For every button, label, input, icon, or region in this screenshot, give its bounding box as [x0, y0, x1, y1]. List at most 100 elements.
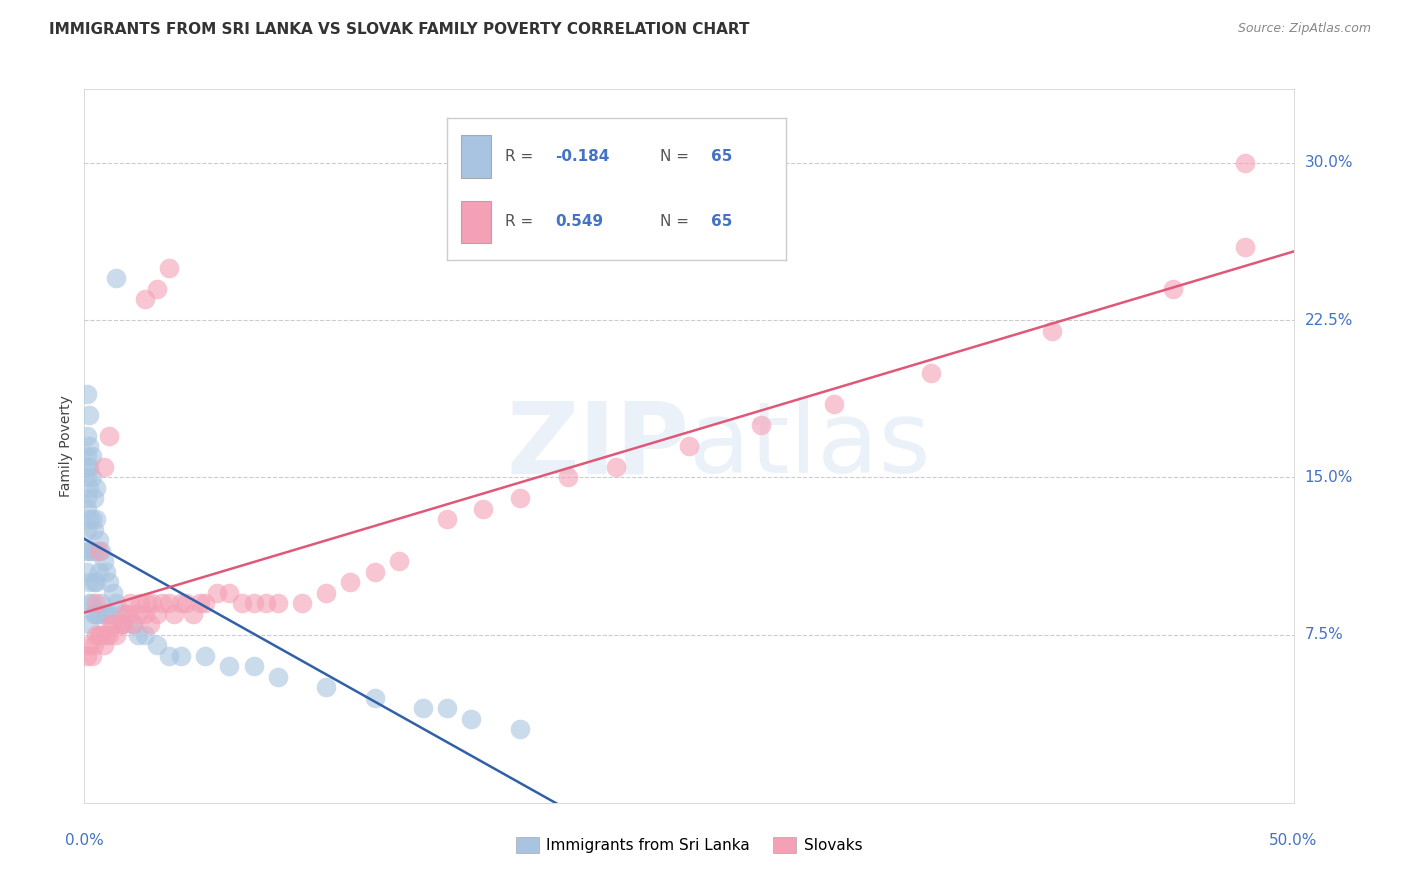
- Point: [97, 607, 120, 621]
- Point: [112, 617, 135, 632]
- Point: [86, 596, 108, 610]
- Point: [90, 628, 112, 642]
- Point: [87, 628, 110, 642]
- Point: [97, 575, 120, 590]
- Point: [194, 648, 217, 663]
- Point: [207, 586, 229, 600]
- Point: [76, 386, 98, 401]
- Point: [76, 470, 98, 484]
- Point: [605, 460, 627, 475]
- Point: [138, 617, 160, 632]
- Point: [80, 512, 103, 526]
- Point: [315, 681, 337, 695]
- Point: [121, 617, 143, 632]
- Point: [412, 701, 434, 715]
- Point: [94, 565, 117, 579]
- Point: [77, 544, 100, 558]
- Point: [87, 565, 110, 579]
- Point: [83, 491, 105, 506]
- Text: 50.0%: 50.0%: [1270, 833, 1317, 848]
- Point: [751, 417, 773, 432]
- Point: [80, 470, 103, 484]
- Point: [1040, 324, 1063, 338]
- Point: [363, 565, 385, 579]
- Point: [77, 481, 100, 495]
- Point: [267, 596, 290, 610]
- Text: 7.5%: 7.5%: [1305, 627, 1343, 642]
- Point: [157, 260, 180, 275]
- Point: [150, 596, 173, 610]
- Point: [77, 617, 100, 632]
- Point: [509, 723, 531, 737]
- Point: [83, 607, 105, 621]
- Point: [157, 596, 180, 610]
- Point: [77, 512, 100, 526]
- Point: [117, 607, 139, 621]
- Point: [509, 491, 531, 506]
- Point: [110, 607, 132, 621]
- Point: [388, 554, 411, 568]
- Point: [76, 502, 98, 516]
- Point: [104, 271, 127, 285]
- Point: [76, 450, 98, 464]
- Point: [103, 586, 125, 600]
- Point: [103, 617, 125, 632]
- Point: [120, 596, 142, 610]
- Point: [127, 628, 149, 642]
- Point: [114, 607, 136, 621]
- Point: [163, 607, 186, 621]
- Point: [86, 607, 108, 621]
- Point: [1234, 239, 1257, 253]
- Point: [83, 575, 105, 590]
- Point: [80, 450, 103, 464]
- Point: [86, 481, 108, 495]
- Point: [436, 512, 458, 526]
- Point: [76, 428, 98, 442]
- Point: [80, 544, 103, 558]
- Point: [83, 523, 105, 537]
- Point: [76, 648, 98, 663]
- Point: [93, 607, 115, 621]
- Point: [104, 628, 127, 642]
- Point: [231, 596, 253, 610]
- Point: [267, 670, 290, 684]
- Point: [242, 596, 264, 610]
- Point: [93, 554, 115, 568]
- Text: atlas: atlas: [689, 398, 931, 494]
- Legend: Immigrants from Sri Lanka, Slovaks: Immigrants from Sri Lanka, Slovaks: [509, 831, 869, 859]
- Point: [134, 628, 156, 642]
- Point: [100, 617, 122, 632]
- Point: [77, 408, 100, 422]
- Point: [146, 282, 169, 296]
- Point: [136, 596, 159, 610]
- Point: [157, 648, 180, 663]
- Point: [86, 628, 108, 642]
- Point: [110, 617, 132, 632]
- Point: [218, 586, 240, 600]
- Point: [823, 397, 845, 411]
- Point: [134, 607, 156, 621]
- Point: [97, 428, 120, 442]
- Point: [1234, 155, 1257, 169]
- Point: [80, 648, 103, 663]
- Point: [87, 607, 110, 621]
- Point: [76, 460, 98, 475]
- Point: [1161, 282, 1184, 296]
- Point: [83, 639, 105, 653]
- Point: [76, 544, 98, 558]
- Point: [141, 596, 163, 610]
- Point: [194, 596, 217, 610]
- Point: [77, 575, 100, 590]
- Point: [436, 701, 458, 715]
- Point: [472, 502, 495, 516]
- Point: [76, 565, 98, 579]
- Point: [678, 439, 700, 453]
- Point: [460, 712, 482, 726]
- Point: [87, 544, 110, 558]
- Point: [174, 596, 197, 610]
- Text: IMMIGRANTS FROM SRI LANKA VS SLOVAK FAMILY POVERTY CORRELATION CHART: IMMIGRANTS FROM SRI LANKA VS SLOVAK FAMI…: [49, 22, 749, 37]
- Point: [218, 659, 240, 673]
- Point: [90, 596, 112, 610]
- Point: [94, 607, 117, 621]
- Point: [86, 544, 108, 558]
